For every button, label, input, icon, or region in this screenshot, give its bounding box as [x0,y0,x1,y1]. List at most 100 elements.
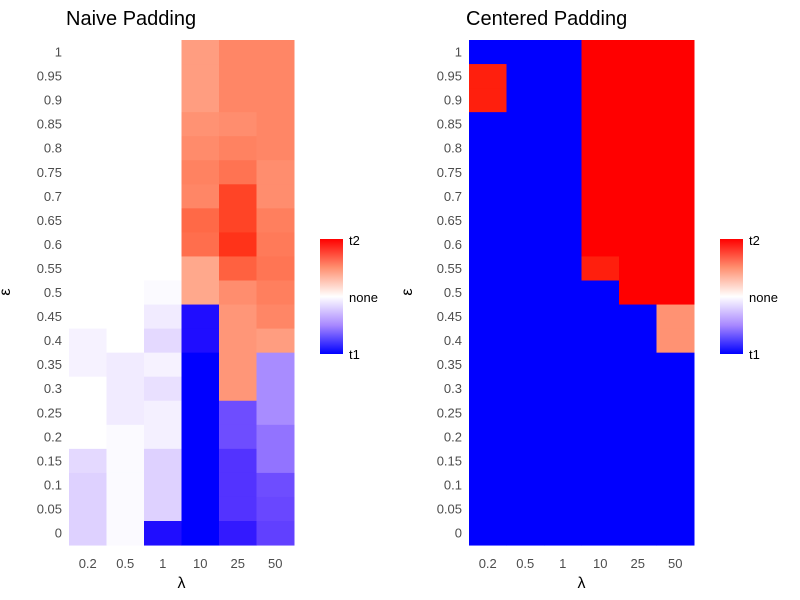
heatmap-cell [69,280,107,306]
y-tick-label: 0.3 [44,381,62,396]
y-tick-label: 0.9 [44,93,62,108]
y-tick-label: 0.35 [37,357,62,372]
heatmap-cell [69,136,107,161]
heatmap-cell [219,352,257,378]
y-tick-label: 0.8 [44,141,62,156]
heatmap-cell [256,88,295,113]
heatmap-cell [656,40,695,65]
heatmap-cell [581,328,620,354]
heatmap-cell [544,424,582,450]
heatmap-cell [581,376,620,402]
heatmap-cell [581,136,620,161]
heatmap-cell [656,448,695,474]
heatmap-cell [144,496,182,522]
heatmap-cell [69,160,107,185]
heatmap-cell [144,280,182,306]
y-tick-label: 0.4 [444,333,462,348]
chart-title: Naive Padding [66,8,196,30]
heatmap-cell [619,208,657,233]
heatmap-cell [581,64,620,89]
heatmap-cell [656,112,695,137]
heatmap-cell [144,40,182,65]
heatmap-cell [144,424,182,450]
heatmap-cell [544,328,582,354]
heatmap-cell [219,376,257,402]
legend: t2 none t1 [720,233,778,362]
heatmap-cell [106,280,145,306]
heatmap-cell [256,352,295,378]
heatmap-cell [619,304,657,330]
heatmap-cell [506,64,545,89]
chart-title: Centered Padding [466,8,627,30]
y-tick-label: 0.45 [37,309,62,324]
y-tick-label: 0.5 [44,285,62,300]
heatmap-cell [144,352,182,378]
heatmap-cell [219,112,257,137]
heatmap-cell [219,496,257,522]
x-axis-label: λ [178,575,186,592]
heatmap-cell [619,472,657,498]
y-tick-label: 1 [55,45,62,60]
heatmap-cell [69,232,107,257]
y-tick-label: 0.05 [37,501,62,516]
heatmap-cell [256,160,295,185]
heatmap-cell [581,88,620,113]
heatmap-cell [106,40,145,65]
legend-colorbar [320,239,343,354]
x-tick-label: 25 [231,556,245,571]
y-axis-label: ε [399,288,416,295]
heatmap-cell [219,521,257,546]
heatmap-cell [144,304,182,330]
heatmap-cell [256,424,295,450]
heatmap-cell [469,64,507,89]
heatmap-cell [219,472,257,498]
heatmap-cell [581,424,620,450]
heatmap-cell [619,160,657,185]
heatmap-cell [619,256,657,281]
y-tick-label: 0.15 [37,453,62,468]
heatmap-cell [219,40,257,65]
heatmap-cell [469,328,507,354]
heatmap-cell [469,112,507,137]
heatmap-cell [656,472,695,498]
heatmap-cell [656,352,695,378]
heatmap-cell [106,328,145,354]
heatmap-cell [69,112,107,137]
heatmap-cell [656,304,695,330]
legend-label: t1 [749,347,760,362]
heatmap-cell [69,400,107,426]
heatmap-cell [144,64,182,89]
heatmap-cell [144,184,182,209]
heatmap-cell [619,400,657,426]
legend-label: t2 [349,233,360,248]
heatmap-cell [106,136,145,161]
heatmap-cell [256,472,295,498]
x-tick-label: 1 [559,556,566,571]
y-axis-label: ε [0,288,14,295]
y-tick-label: 0.55 [37,261,62,276]
heatmap-cell [656,232,695,257]
heatmap-cell [69,304,107,330]
heatmap-cell [181,400,220,426]
heatmap-cell [106,424,145,450]
heatmap-cell [656,184,695,209]
heatmap-cell [69,184,107,209]
heatmap-cell [619,376,657,402]
heatmap-cell [469,160,507,185]
heatmap-cell [619,280,657,306]
heatmap-cell [106,448,145,474]
heatmap-cell [181,472,220,498]
heatmap-cell [219,208,257,233]
heatmap-cell [106,472,145,498]
heatmap-cell [144,472,182,498]
x-tick-label: 25 [631,556,645,571]
heatmap-cell [181,208,220,233]
heatmap-cell [181,160,220,185]
legend-label: t2 [749,233,760,248]
heatmap-cell [506,521,545,546]
heatmap-cell [619,112,657,137]
heatmap-cell [619,448,657,474]
y-tick-label: 0.6 [44,237,62,252]
heatmap-cell [181,496,220,522]
